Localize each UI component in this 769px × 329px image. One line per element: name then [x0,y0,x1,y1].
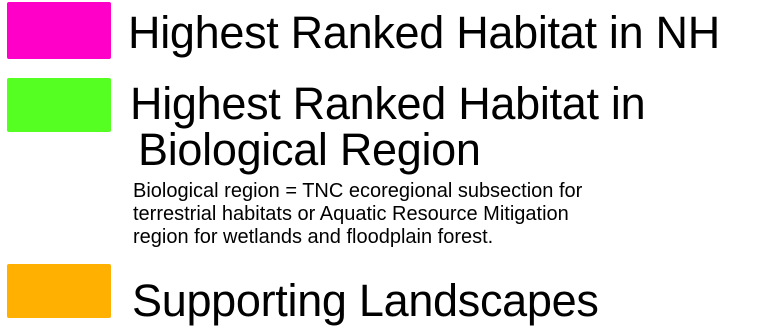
legend-swatch-supporting-landscapes [7,264,111,318]
legend-label-supporting-landscapes: Supporting Landscapes [132,275,599,326]
legend-swatch-highest-bio-region [7,78,111,132]
legend-label-highest-bio-region-line1: Highest Ranked Habitat in [130,78,646,129]
legend-note: Biological region = TNC ecoregional subs… [133,180,753,249]
legend-note-line: region for wetlands and floodplain fores… [133,226,494,248]
legend-label-highest-bio-region-line2: Biological Region [138,124,481,175]
legend-swatch-highest-nh [7,2,111,59]
legend-label-highest-nh: Highest Ranked Habitat in NH [128,7,720,58]
legend-note-line: Biological region = TNC ecoregional subs… [133,180,583,202]
legend-note-line: terrestrial habitats or Aquatic Resource… [133,203,569,225]
